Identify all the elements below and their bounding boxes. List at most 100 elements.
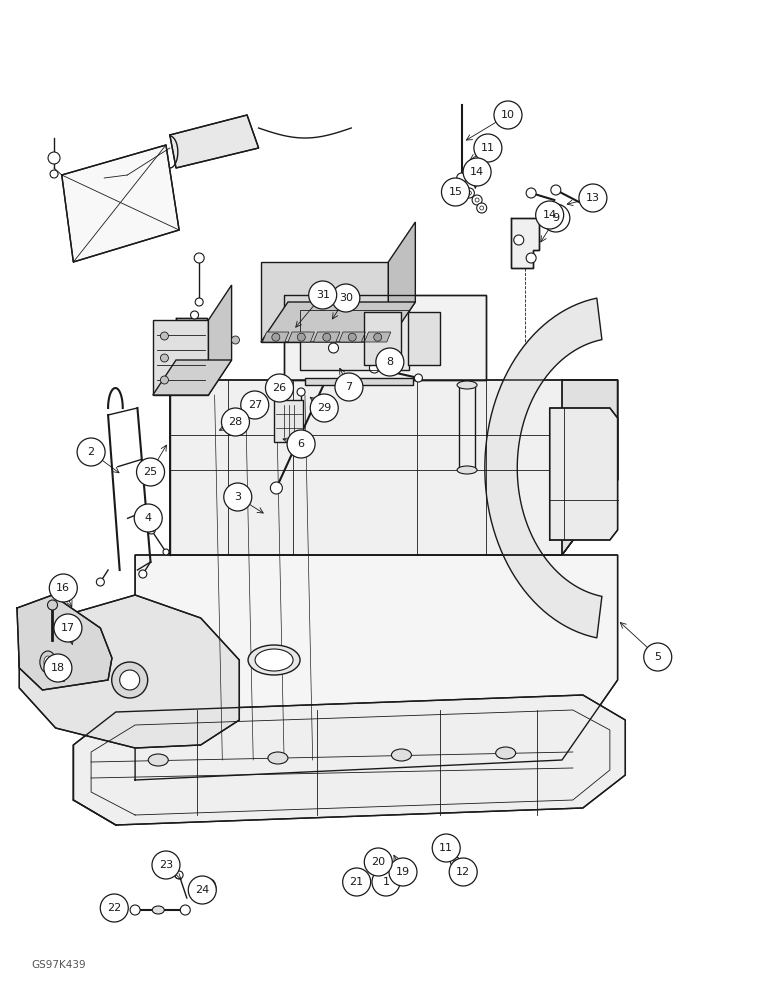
Text: 12: 12 [456, 867, 470, 877]
Polygon shape [288, 332, 314, 342]
Circle shape [224, 483, 252, 511]
Text: 2: 2 [87, 447, 95, 457]
Polygon shape [176, 318, 207, 355]
Polygon shape [562, 380, 618, 555]
Text: 16: 16 [56, 583, 70, 593]
Circle shape [112, 662, 147, 698]
Text: 19: 19 [396, 867, 410, 877]
Circle shape [139, 570, 147, 578]
Polygon shape [284, 295, 486, 380]
Polygon shape [313, 332, 340, 342]
Circle shape [130, 905, 140, 915]
Polygon shape [364, 332, 391, 342]
Circle shape [48, 152, 60, 164]
Polygon shape [305, 378, 413, 385]
Circle shape [197, 368, 201, 372]
Text: 28: 28 [229, 417, 242, 427]
Ellipse shape [248, 645, 300, 675]
Polygon shape [135, 555, 618, 780]
Ellipse shape [204, 879, 216, 897]
Circle shape [453, 860, 458, 864]
Text: 22: 22 [107, 903, 121, 913]
Circle shape [389, 872, 395, 878]
Polygon shape [274, 400, 303, 442]
Circle shape [463, 158, 491, 186]
Circle shape [514, 235, 523, 245]
Circle shape [542, 204, 570, 232]
Polygon shape [511, 218, 539, 268]
Text: 20: 20 [371, 857, 385, 867]
Text: 11: 11 [481, 143, 495, 153]
Circle shape [270, 482, 283, 494]
Circle shape [44, 654, 72, 682]
Text: 6: 6 [297, 439, 305, 449]
Circle shape [297, 388, 305, 396]
Ellipse shape [391, 749, 411, 761]
Circle shape [77, 438, 105, 466]
Circle shape [472, 195, 482, 205]
Text: GS97K439: GS97K439 [31, 960, 86, 970]
Circle shape [442, 845, 451, 855]
Circle shape [494, 101, 522, 129]
Circle shape [335, 373, 363, 401]
Ellipse shape [268, 752, 288, 764]
Polygon shape [485, 298, 602, 638]
Circle shape [100, 894, 128, 922]
Polygon shape [170, 380, 618, 555]
Circle shape [376, 348, 404, 376]
Polygon shape [550, 408, 618, 540]
Text: 30: 30 [339, 293, 353, 303]
Circle shape [161, 354, 168, 362]
Text: 18: 18 [51, 663, 65, 673]
Circle shape [152, 851, 180, 879]
Polygon shape [408, 312, 440, 365]
Polygon shape [300, 310, 409, 370]
Circle shape [222, 408, 249, 436]
Text: 17: 17 [61, 623, 75, 633]
Circle shape [372, 868, 400, 896]
Text: 11: 11 [439, 843, 453, 853]
Ellipse shape [44, 656, 52, 668]
Text: 1: 1 [382, 877, 390, 887]
Circle shape [551, 185, 560, 195]
Text: 27: 27 [248, 400, 262, 410]
Text: 14: 14 [543, 210, 557, 220]
Circle shape [348, 333, 356, 341]
Polygon shape [339, 332, 365, 342]
Text: 9: 9 [552, 213, 560, 223]
Text: 24: 24 [195, 885, 209, 895]
Circle shape [137, 458, 164, 486]
Text: 14: 14 [470, 167, 484, 177]
Circle shape [195, 365, 204, 375]
Ellipse shape [457, 381, 477, 389]
Circle shape [175, 871, 183, 879]
Text: 7: 7 [345, 382, 353, 392]
Circle shape [309, 281, 337, 309]
Polygon shape [170, 115, 259, 168]
Circle shape [527, 188, 536, 198]
Circle shape [195, 298, 203, 306]
Circle shape [479, 206, 484, 210]
Circle shape [343, 868, 371, 896]
Circle shape [457, 173, 466, 183]
Circle shape [182, 365, 191, 375]
Circle shape [536, 201, 564, 229]
Circle shape [161, 376, 168, 384]
Polygon shape [208, 285, 232, 395]
Circle shape [187, 377, 196, 387]
Circle shape [163, 549, 169, 555]
Text: 10: 10 [501, 110, 515, 120]
Circle shape [370, 363, 379, 373]
Circle shape [375, 853, 384, 863]
Polygon shape [364, 312, 401, 365]
Text: 3: 3 [234, 492, 242, 502]
Ellipse shape [457, 466, 477, 474]
Circle shape [48, 600, 57, 610]
Circle shape [195, 253, 204, 263]
Ellipse shape [148, 754, 168, 766]
Circle shape [389, 858, 417, 886]
Circle shape [323, 333, 330, 341]
Ellipse shape [40, 651, 56, 673]
Circle shape [527, 253, 536, 263]
Circle shape [310, 394, 338, 422]
